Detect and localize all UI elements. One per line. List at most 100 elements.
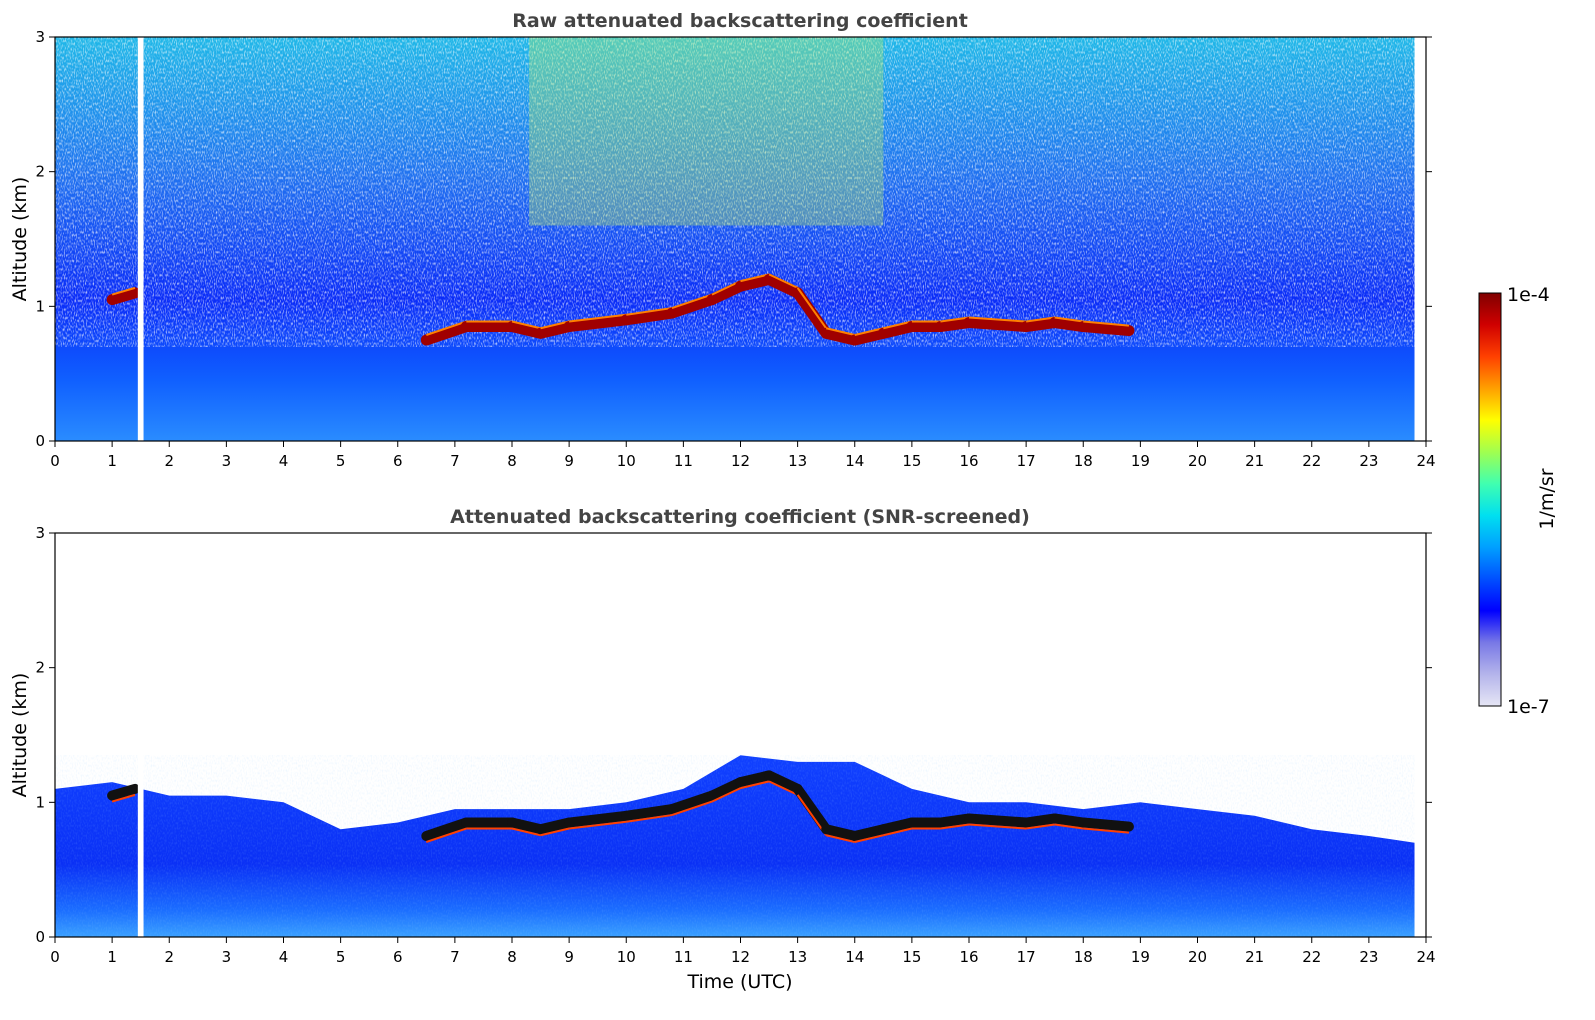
colorbar-max-label: 1e-4 (1507, 284, 1550, 306)
cloud-layer-segment (106, 287, 141, 306)
cloud-layer-segment (421, 817, 472, 841)
cloud-layer-edge (1083, 320, 1130, 327)
cloud-layer-edge (1054, 823, 1084, 830)
cloud-layer-segment (620, 307, 678, 326)
cloud-layer-segment (792, 287, 832, 339)
cloud-layer-edge (711, 787, 741, 803)
cloud-layer-edge (711, 280, 741, 296)
x-tick-label: 3 (222, 452, 232, 470)
cloud-layer-edge (425, 827, 467, 843)
cloud-layer-edge (511, 320, 541, 330)
x-tick-label: 1 (107, 452, 117, 470)
cloud-layer-edge (1025, 316, 1055, 323)
panel-title: Raw attenuated backscattering coefficien… (512, 10, 968, 32)
y-tick-label: 1 (35, 297, 45, 315)
cloud-layer-segment (964, 813, 1032, 828)
cloud-layer-edge (540, 827, 570, 837)
x-tick-label: 24 (1416, 452, 1435, 470)
y-tick-label: 0 (35, 928, 45, 946)
x-tick-label: 23 (1359, 452, 1378, 470)
x-tick-label: 13 (788, 948, 807, 966)
cloud-layer-edge (1025, 823, 1055, 830)
colorbar-gradient (1478, 292, 1502, 707)
x-tick-label: 19 (1131, 948, 1150, 966)
x-tick-label: 12 (731, 452, 750, 470)
cloud-layer-edge (740, 780, 770, 790)
cloud-layer-edge (1054, 316, 1084, 323)
cloud-layer-edge (740, 273, 770, 283)
x-tick-label: 5 (336, 452, 346, 470)
x-tick-label: 21 (1245, 948, 1264, 966)
cloud-layer-edge (854, 834, 884, 843)
cloud-layer-edge (854, 327, 884, 336)
x-tick-label: 16 (959, 948, 978, 966)
cloud-layer-edge (671, 800, 713, 817)
heatmap-area (55, 533, 1426, 937)
x-tick-label: 22 (1302, 452, 1321, 470)
noise-speckle (55, 37, 1415, 347)
x-tick-label: 17 (1017, 948, 1036, 966)
x-tick-label: 6 (393, 948, 403, 966)
cloud-layer-segment (107, 783, 140, 801)
data-gap (137, 37, 144, 441)
y-tick-label: 2 (35, 163, 45, 181)
cloud-layer-edge (111, 286, 136, 296)
cloud-layer-edge (768, 273, 799, 289)
cloud-layer-edge (425, 320, 467, 336)
cloud-layer-segment (963, 316, 1032, 333)
x-tick-label: 17 (1017, 452, 1036, 470)
cloud-layer-segment (564, 810, 632, 828)
x-tick-label: 24 (1416, 948, 1435, 966)
cloud-layer-segment (792, 783, 832, 835)
colorbar: 1e-4 1e-7 1/m/sr (1478, 284, 1558, 718)
cloud-layer-edge (511, 827, 541, 837)
cloud-layer-edge (796, 287, 828, 329)
x-tick-label: 16 (959, 452, 978, 470)
colorbar-unit-label: 1/m/sr (1536, 468, 1558, 529)
x-tick-label: 23 (1359, 948, 1378, 966)
x-tick-label: 5 (336, 948, 346, 966)
x-tick-label: 14 (845, 948, 864, 966)
cloud-layer-edge (968, 316, 1027, 323)
x-tick-label: 12 (731, 948, 750, 966)
x-tick-label: 15 (902, 452, 921, 470)
x-tick-label: 18 (1074, 948, 1093, 966)
cloud-layer-segment (666, 294, 718, 319)
x-tick-label: 19 (1131, 452, 1150, 470)
y-axis: 0 1 2 3 (35, 524, 1432, 946)
x-tick-label: 21 (1245, 452, 1264, 470)
x-tick-label: 6 (393, 452, 403, 470)
data-gap (137, 533, 144, 937)
x-tick-label: 11 (674, 948, 693, 966)
x-tick-label: 7 (450, 452, 460, 470)
cloud-layer-segment (621, 804, 677, 821)
y-axis: 0 1 2 3 (35, 28, 1432, 450)
heatmap-area (55, 37, 1426, 441)
cloud-layer-edge (626, 307, 673, 316)
y-tick-label: 1 (35, 793, 45, 811)
y-tick-label: 3 (35, 28, 45, 46)
x-tick-label: 0 (50, 452, 60, 470)
x-tick-label: 4 (279, 452, 289, 470)
noise-plume (529, 37, 884, 226)
cloud-layer-edge (1083, 827, 1130, 834)
x-tick-label: 20 (1188, 948, 1207, 966)
cloud-layer-edge (940, 316, 970, 323)
no-data-region (1414, 533, 1426, 937)
x-tick-label: 2 (164, 452, 174, 470)
y-axis-label: Altitude (km) (9, 177, 31, 302)
y-tick-label: 0 (35, 432, 45, 450)
x-tick-label: 18 (1074, 452, 1093, 470)
y-axis-label: Altitude (km) (9, 673, 31, 798)
cloud-layer-edge (540, 320, 570, 330)
cloud-layer-edge (940, 823, 970, 830)
x-tick-label: 1 (107, 948, 117, 966)
cloud-layer-edge (569, 313, 627, 323)
cloud-layer-edge (569, 820, 627, 830)
x-tick-label: 14 (845, 452, 864, 470)
y-tick-label: 3 (35, 524, 45, 542)
cloud-layer-segment (1078, 817, 1134, 832)
x-axis: 0 1 2 3 4 5 6 7 8 9 10 11 12 13 14 15 16 17 18 19 20 21 22 23 24 (50, 441, 1436, 470)
x-tick-label: 15 (902, 948, 921, 966)
